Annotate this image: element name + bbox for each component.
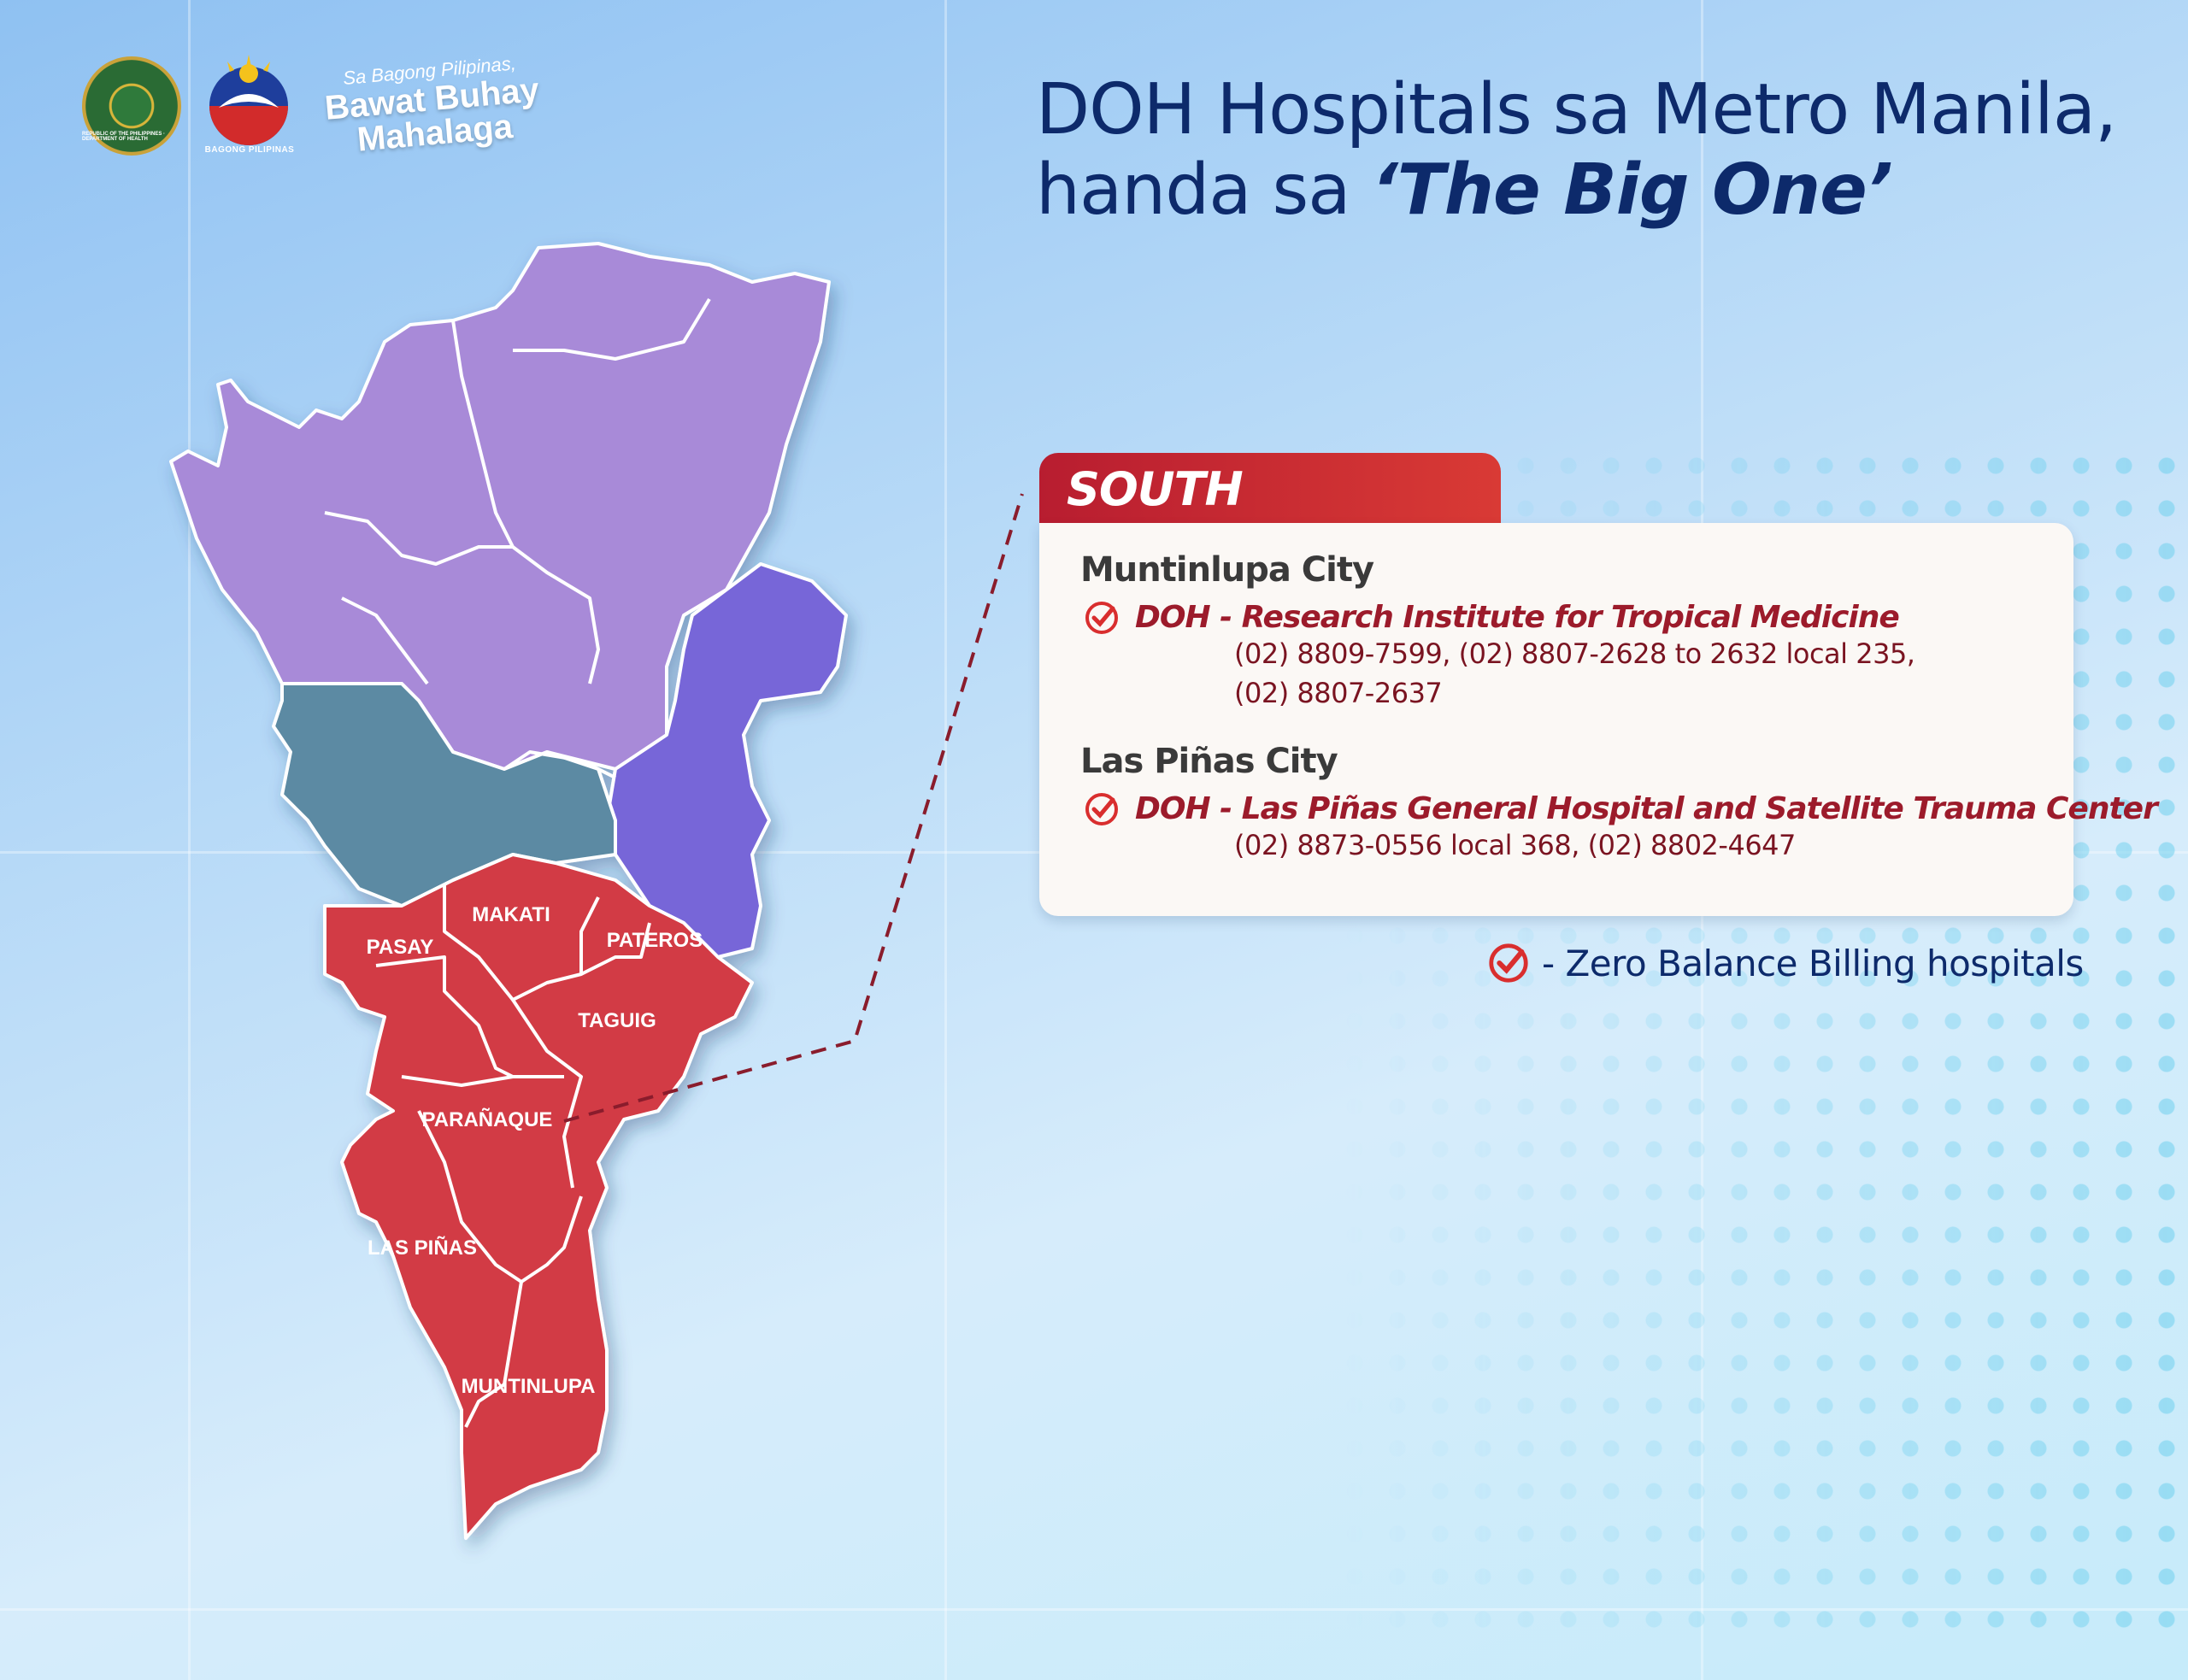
grid-line [188,0,191,1680]
doh-seal-text: REPUBLIC OF THE PHILIPPINES · DEPARTMENT… [82,132,166,142]
city-name-muntinlupa: Muntinlupa City [1080,550,1374,590]
hospital-name-ritm: DOH - Research Institute for Tropical Me… [1135,600,1900,635]
title-line-1: DOH Hospitals sa Metro Manila, [1036,69,2117,150]
map-label-paranaque: PARAÑAQUE [422,1107,553,1131]
hospital-name-las-pinas-general: DOH - Las Piñas General Hospital and Sat… [1135,791,2158,826]
map-label-las-pinas: LAS PIÑAS [368,1236,477,1260]
grid-line [0,1608,2188,1611]
check-circle-icon [1085,602,1118,634]
south-quadrant-tab: SOUTH QUADRANT [1039,453,1501,590]
city-name-las-pinas: Las Piñas City [1080,742,1338,781]
hospital-info-card [1039,523,2073,916]
map-label-pasay: PASAY [367,936,434,959]
region-east [605,562,848,959]
check-circle-icon [1489,943,1528,983]
bagong-pilipinas-caption: BAGONG PILIPINAS [204,145,295,155]
map-label-makati: MAKATI [472,903,550,926]
legend-text: - Zero Balance Billing hospitals [1542,942,2084,984]
hospital-phone-ritm-1: (02) 8809-7599, (02) 8807-2628 to 2632 l… [1234,637,1915,670]
map-label-muntinlupa: MUNTINLUPA [462,1375,596,1398]
map-label-pateros: PATEROS [607,929,703,952]
page-title: DOH Hospitals sa Metro Manila, handa sa … [1036,69,2117,231]
title-emphasis: ‘The Big One’ [1371,150,1893,231]
hospital-phone-las-pinas: (02) 8873-0556 local 368, (02) 8802-4647 [1234,829,1796,861]
hospital-phone-ritm-2: (02) 8807-2637 [1234,677,1443,709]
map-label-taguig: TAGUIG [578,1009,656,1032]
doh-seal-logo [82,56,181,156]
title-line-2-prefix: handa sa [1036,150,1372,231]
grid-line [944,0,947,1680]
check-circle-icon [1085,793,1118,825]
header-logos: REPUBLIC OF THE PHILIPPINES · DEPARTMENT… [82,51,544,162]
title-line-2: handa sa ‘The Big One’ [1036,150,2116,231]
region-south-quadrant [323,853,754,1540]
legend: - Zero Balance Billing hospitals [1487,942,2084,984]
bagong-pilipinas-logo [209,55,288,145]
